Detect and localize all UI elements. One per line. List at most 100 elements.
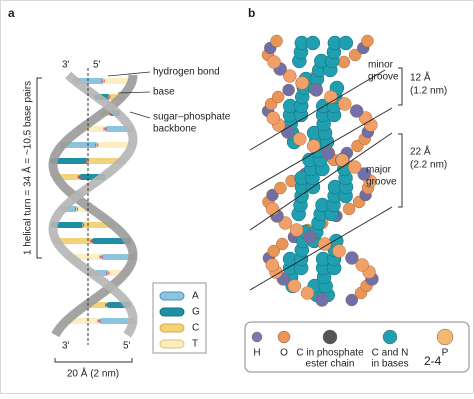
atom	[283, 69, 297, 83]
groove-line	[249, 107, 393, 191]
atom	[270, 34, 283, 48]
leader	[107, 71, 151, 77]
backbone	[48, 74, 138, 338]
atom	[300, 286, 315, 300]
atom	[267, 244, 280, 258]
atom	[274, 181, 287, 195]
atom	[271, 90, 285, 104]
bracket	[398, 133, 403, 208]
callout: backbone	[153, 124, 197, 135]
atom	[305, 35, 321, 51]
atom	[357, 167, 371, 181]
groove-line	[249, 206, 393, 291]
atom	[361, 34, 374, 48]
atom	[345, 293, 358, 307]
strand-end: 3'	[62, 341, 70, 352]
backbone	[48, 71, 138, 338]
atom	[287, 279, 302, 293]
groove-size: 22 Å	[410, 145, 431, 158]
atom	[349, 104, 364, 118]
atom	[318, 237, 332, 251]
atom	[338, 97, 352, 111]
bracket	[398, 67, 403, 106]
atom	[306, 139, 321, 153]
groove-name: minor	[368, 60, 394, 71]
legend-swatch	[159, 307, 185, 317]
atom	[309, 83, 324, 97]
atom	[266, 111, 281, 125]
atom	[265, 258, 279, 272]
groove-size: (1.2 nm)	[410, 86, 447, 97]
legend-label: in bases	[371, 359, 408, 370]
atom	[338, 35, 354, 51]
panel-label: a	[8, 6, 15, 20]
callout: sugar–phosphate	[153, 112, 231, 123]
legend-atom	[322, 329, 338, 345]
atom	[265, 202, 280, 216]
page-note: 2-4	[424, 354, 442, 368]
legend-label: G	[192, 307, 200, 318]
atom	[347, 160, 362, 174]
leader	[117, 91, 151, 94]
legend-label: P	[442, 348, 449, 359]
legend-label: C	[192, 323, 199, 334]
groove-name: major	[366, 165, 392, 176]
legend-atom	[251, 331, 263, 343]
groove-line	[249, 132, 393, 231]
leader	[129, 111, 151, 119]
helical-turn: 1 helical turn = 34 Å = ~10.5 base pairs	[21, 81, 34, 255]
groove-size: (2.2 nm)	[410, 160, 447, 171]
groove-line	[249, 69, 386, 151]
atom	[289, 223, 304, 237]
helix-diagram	[48, 68, 138, 345]
atom	[282, 83, 295, 97]
strand-end: 5'	[93, 60, 101, 71]
legend-swatch	[159, 323, 185, 333]
panel-label: b	[248, 6, 255, 20]
width-label: 20 Å (2 nm)	[67, 367, 119, 380]
groove-size: 12 Å	[410, 71, 431, 84]
callout: base	[153, 87, 175, 98]
bracket	[36, 77, 42, 259]
atom	[342, 202, 356, 216]
atom	[321, 146, 335, 160]
strand-end: 5'	[123, 341, 131, 352]
groove-name: groove	[368, 72, 399, 83]
callout: hydrogen bond	[153, 67, 220, 78]
callouts	[107, 71, 151, 119]
legend-label: O	[280, 348, 288, 359]
atom	[345, 251, 359, 265]
atom	[348, 48, 362, 62]
atom	[267, 55, 281, 69]
atom	[303, 230, 317, 244]
atom	[266, 188, 279, 202]
atom	[281, 125, 295, 139]
atom	[332, 244, 346, 258]
legend-box	[244, 321, 470, 373]
legend-label: A	[192, 291, 199, 302]
atom	[295, 76, 309, 90]
legend-atom	[436, 328, 454, 346]
atom	[335, 153, 350, 167]
legend-label: C in phosphate	[296, 348, 364, 359]
bracket	[54, 358, 133, 363]
legend-atom	[382, 329, 398, 345]
legend-swatch	[159, 339, 185, 349]
atom	[315, 293, 329, 307]
space-filling-model	[249, 34, 393, 307]
atom	[276, 237, 289, 251]
atom	[293, 132, 307, 146]
legend-atom	[277, 330, 291, 344]
atom	[337, 55, 351, 69]
atom	[355, 258, 369, 272]
legend-label: H	[253, 348, 260, 359]
groove-name: groove	[366, 177, 397, 188]
legend-label: C and N	[372, 348, 409, 359]
strand-end: 3'	[62, 60, 70, 71]
legend-label: ester chain	[306, 359, 355, 370]
legend-swatch	[159, 291, 185, 301]
legend-label: T	[192, 339, 198, 350]
